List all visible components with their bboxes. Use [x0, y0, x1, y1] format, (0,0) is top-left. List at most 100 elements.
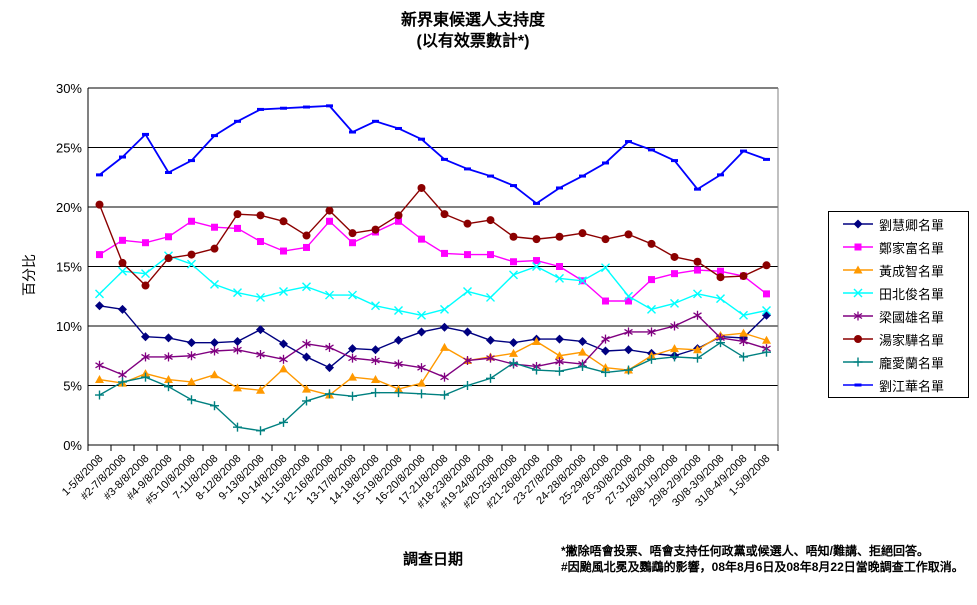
- data-point-marker: [302, 339, 311, 349]
- data-point-marker: [372, 119, 379, 123]
- legend-item-7: 龐愛蘭名單: [829, 351, 968, 374]
- data-point-marker: [509, 348, 518, 357]
- data-point-marker: [418, 235, 425, 243]
- data-point-marker: [510, 184, 517, 188]
- data-point-marker: [187, 395, 196, 405]
- data-point-marker: [119, 155, 126, 159]
- data-point-marker: [394, 211, 403, 220]
- y-axis-title: 百分比: [21, 254, 37, 296]
- data-point-marker: [371, 375, 380, 384]
- data-point-marker: [601, 235, 610, 244]
- data-point-marker: [303, 105, 310, 109]
- data-point-marker: [233, 422, 242, 432]
- data-point-marker: [440, 210, 449, 219]
- data-point-marker: [326, 217, 333, 225]
- data-point-marker: [739, 352, 748, 362]
- data-point-marker: [118, 304, 127, 314]
- y-axis-labels: 0% 5% 10% 15% 20% 25% 30%: [56, 81, 82, 453]
- data-point-marker: [693, 345, 702, 354]
- data-point-marker: [463, 381, 472, 390]
- data-point-marker: [624, 345, 633, 355]
- legend-label: 鄭家富名單: [879, 240, 945, 256]
- x-axis-title: 調查日期: [402, 551, 463, 568]
- data-point-marker: [349, 130, 356, 134]
- data-point-marker: [463, 356, 472, 366]
- data-point-marker: [234, 119, 241, 123]
- legend-label: 劉江華名單: [879, 378, 945, 394]
- data-point-marker: [118, 258, 127, 267]
- data-point-marker: [486, 373, 495, 383]
- series-湯家驊名單: [95, 183, 771, 290]
- data-point-marker: [234, 224, 241, 232]
- data-point-marker: [302, 282, 311, 292]
- legend-label: 梁國雄名單: [879, 309, 945, 325]
- legend-marker-square-icon: [843, 243, 873, 251]
- data-point-marker: [670, 298, 679, 308]
- data-point-marker: [578, 229, 587, 238]
- data-point-marker: [118, 266, 127, 276]
- data-point-marker: [141, 352, 150, 362]
- data-point-marker: [279, 339, 288, 349]
- data-point-marker: [141, 281, 150, 290]
- data-point-marker: [670, 252, 679, 261]
- data-point-marker: [280, 247, 287, 255]
- data-point-marker: [647, 239, 656, 248]
- data-point-marker: [302, 384, 311, 393]
- data-point-marker: [119, 236, 126, 244]
- data-point-marker: [579, 174, 586, 178]
- legend-label: 黃成智名單: [879, 263, 945, 279]
- data-point-marker: [303, 243, 310, 251]
- data-point-marker: [210, 244, 219, 253]
- legend-marker-glyph: [854, 383, 862, 387]
- data-point-marker: [279, 364, 288, 373]
- data-point-marker: [739, 336, 748, 346]
- footnote-1: *撇除唔會投票、唔會支持任何政黨或候選人、唔知/難講、拒絕回答。: [561, 544, 930, 558]
- legend-marker-glyph: [854, 335, 862, 343]
- data-point-marker: [326, 104, 333, 108]
- data-point-marker: [257, 238, 264, 246]
- data-point-marker: [279, 217, 288, 226]
- data-point-marker: [464, 167, 471, 171]
- data-point-marker: [188, 159, 195, 163]
- data-point-marker: [417, 327, 426, 337]
- x-axis-ticks: [87, 445, 779, 451]
- data-point-marker: [279, 354, 288, 364]
- data-point-marker: [532, 262, 541, 271]
- data-point-marker: [693, 310, 702, 320]
- data-point-marker: [556, 186, 563, 190]
- data-point-marker: [187, 259, 196, 269]
- data-point-marker: [532, 365, 541, 375]
- data-point-marker: [533, 201, 540, 205]
- legend-label: 劉慧卿名單: [879, 217, 945, 233]
- y-axis-label: 5%: [63, 379, 82, 394]
- data-point-marker: [118, 377, 127, 387]
- data-point-marker: [693, 353, 702, 363]
- chart-title: 新界東候選人支持度 (以有效票數計*): [0, 10, 946, 52]
- data-point-marker: [210, 401, 219, 411]
- data-point-marker: [440, 390, 449, 400]
- data-point-marker: [601, 334, 610, 344]
- data-point-marker: [648, 148, 655, 152]
- data-point-marker: [210, 346, 219, 356]
- data-point-marker: [440, 322, 449, 332]
- data-point-marker: [256, 211, 265, 220]
- data-point-marker: [211, 134, 218, 138]
- data-point-marker: [670, 344, 679, 353]
- legend-marker-glyph: [853, 219, 863, 229]
- data-point-marker: [625, 140, 632, 144]
- data-point-marker: [464, 251, 471, 259]
- data-point-marker: [670, 352, 679, 362]
- data-point-marker: [371, 301, 380, 311]
- data-point-marker: [717, 173, 724, 177]
- data-point-marker: [763, 290, 770, 298]
- data-point-marker: [187, 250, 196, 259]
- data-point-marker: [463, 219, 472, 228]
- data-point-marker: [739, 328, 748, 337]
- data-point-marker: [486, 216, 495, 225]
- data-point-marker: [394, 306, 403, 316]
- series-鄭家富名單: [96, 217, 770, 305]
- series-line-鄭家富名單: [99, 220, 767, 302]
- data-point-marker: [463, 327, 472, 337]
- gridlines: [88, 147, 778, 386]
- data-point-marker: [256, 292, 265, 302]
